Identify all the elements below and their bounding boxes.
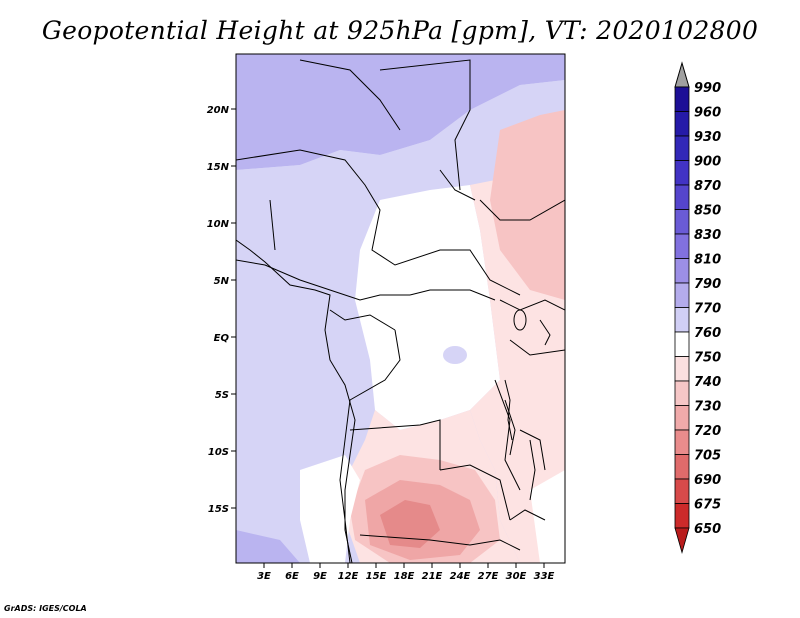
map-frame xyxy=(235,53,566,564)
lon-label: 27E xyxy=(478,571,499,582)
lon-label: 12E xyxy=(338,571,359,582)
colorbar-label: 690 xyxy=(694,473,721,488)
colorbar-swatch xyxy=(674,258,690,284)
colorbar-label: 870 xyxy=(694,179,721,194)
colorbar-swatch xyxy=(674,356,690,382)
colorbar-label: 750 xyxy=(694,351,721,366)
colorbar-swatch xyxy=(674,184,690,210)
lon-label: 9E xyxy=(313,571,327,582)
lat-label: 5N xyxy=(214,276,230,287)
colorbar-label: 900 xyxy=(694,155,721,170)
colorbar-label: 740 xyxy=(694,375,721,390)
country-borders xyxy=(236,59,565,563)
lon-axis: 3E 6E 9E 12E 15E 18E 21E 24E 27E 30E 33E xyxy=(257,563,555,582)
colorbar-label: 930 xyxy=(694,130,721,145)
map-panel xyxy=(235,53,566,564)
lon-label: 33E xyxy=(534,571,555,582)
contour-770-blob xyxy=(443,346,467,364)
colorbar-swatch xyxy=(674,160,690,186)
lat-label: 5S xyxy=(215,390,229,401)
colorbar: 990 960 930 900 870 850 830 810 790 770 760 750 740 7… xyxy=(674,61,721,554)
colorbar-over-arrow xyxy=(674,61,690,88)
colorbar-swatch xyxy=(674,527,690,554)
colorbar-swatch xyxy=(674,503,690,529)
colorbar-label: 730 xyxy=(694,400,721,415)
colorbar-label: 850 xyxy=(694,204,721,219)
contour-720-south xyxy=(380,500,440,548)
lon-label: 18E xyxy=(394,571,415,582)
contour-740-east xyxy=(490,110,565,300)
lon-label: 21E xyxy=(422,571,443,582)
lat-label: 20N xyxy=(207,105,230,116)
colorbar-swatch xyxy=(674,282,690,308)
colorbar-swatch xyxy=(674,233,690,259)
colorbar-label: 760 xyxy=(694,326,721,341)
lon-label: 6E xyxy=(285,571,299,582)
coastline xyxy=(236,239,356,563)
colorbar-swatch xyxy=(674,307,690,333)
map-title: Geopotential Height at 925hPa [gpm], VT:… xyxy=(41,16,759,45)
colorbar-swatch xyxy=(674,380,690,406)
colorbar-label: 650 xyxy=(694,522,721,537)
contour-760-central xyxy=(355,185,500,430)
lat-label: EQ xyxy=(214,333,230,344)
contour-790-770-band xyxy=(236,80,565,210)
lat-label: 10N xyxy=(207,219,230,230)
colorbar-label: 770 xyxy=(694,302,721,317)
colorbar-label: 810 xyxy=(694,253,721,268)
contour-790-southwest xyxy=(236,530,300,563)
grads-credit: GrADS: IGES/COLA xyxy=(4,604,87,613)
colorbar-swatch xyxy=(674,478,690,504)
lon-label: 15E xyxy=(366,571,387,582)
colorbar-label: 790 xyxy=(694,277,721,292)
colorbar-label: 705 xyxy=(694,449,721,464)
colorbar-label: 675 xyxy=(694,498,721,513)
colorbar-swatch xyxy=(674,135,690,161)
contour-790-north xyxy=(236,54,565,170)
colorbar-label: 830 xyxy=(694,228,721,243)
lon-label: 24E xyxy=(450,571,471,582)
contour-760-southeast xyxy=(530,470,565,563)
colorbar-swatch xyxy=(674,209,690,235)
lon-label: 30E xyxy=(506,571,527,582)
lat-label: 10S xyxy=(208,447,229,458)
colorbar-swatch xyxy=(674,454,690,480)
lakes xyxy=(504,309,551,501)
colorbar-label: 990 xyxy=(694,81,721,96)
lon-label: 3E xyxy=(257,571,271,582)
colorbar-swatch xyxy=(674,331,690,357)
lat-label: 15N xyxy=(207,162,230,173)
contour-760-southwest xyxy=(300,455,360,563)
colorbar-swatch xyxy=(674,111,690,137)
colorbar-swatch xyxy=(674,86,690,112)
lat-axis: 20N 15N 10N 5N EQ 5S 10S 15S xyxy=(207,105,236,515)
colorbar-swatch xyxy=(674,429,690,455)
colorbar-swatch xyxy=(674,405,690,431)
colorbar-label: 720 xyxy=(694,424,721,439)
lat-label: 15S xyxy=(208,504,229,515)
colorbar-label: 960 xyxy=(694,106,721,121)
